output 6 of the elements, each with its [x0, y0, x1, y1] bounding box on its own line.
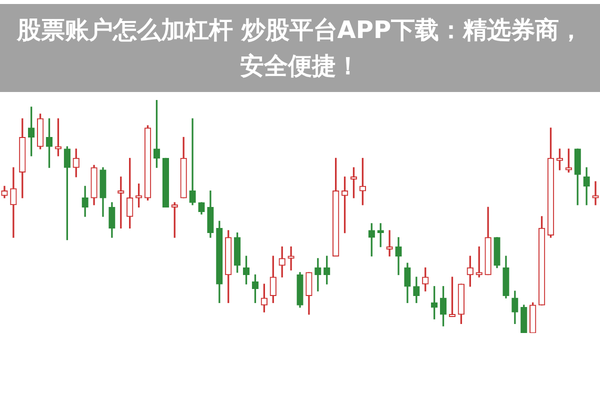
chart-title: 股票账户怎么加杠杆 炒股平台APP下载：精选券商，安全便捷！: [16, 15, 584, 82]
candlestick: [189, 118, 196, 206]
candlestick: [288, 246, 294, 270]
candlestick: [10, 167, 17, 238]
candlestick: [386, 230, 393, 256]
candlestick: [592, 181, 599, 206]
